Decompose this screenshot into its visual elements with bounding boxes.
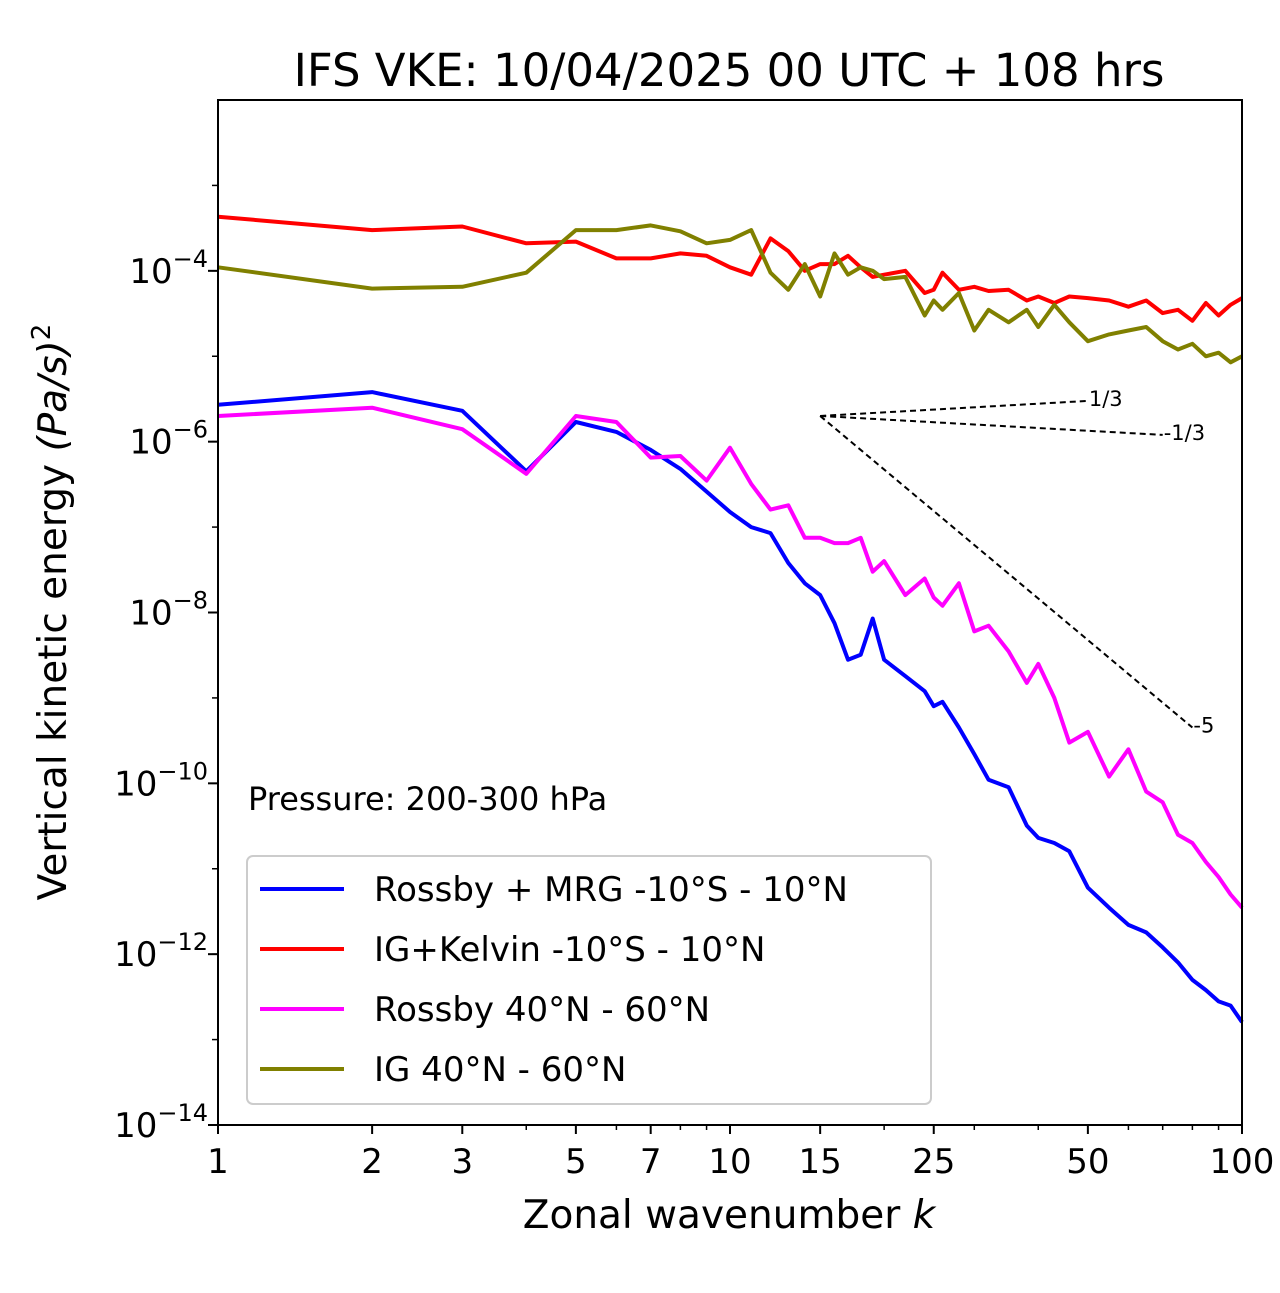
legend: Rossby + MRG -10°S - 10°N IG+Kelvin -10°S… (246, 855, 932, 1105)
x-tick-label: 7 (640, 1142, 662, 1182)
slope-label-1: -1/3 (1164, 421, 1205, 445)
y-axis-label-text: Vertical kinetic energy (31, 464, 76, 900)
series-line-1 (217, 214, 1244, 323)
slope-line-1 (820, 414, 1163, 436)
x-tick-label: 25 (912, 1142, 955, 1182)
y-tick-label: 10−6 (129, 416, 208, 463)
slope-label-2: -5 (1193, 714, 1214, 738)
y-tick-label: 10−10 (114, 757, 208, 804)
reference-slopes: 1/3 -1/3 -5 (819, 387, 1214, 738)
y-tick-label: 10−14 (114, 1099, 208, 1146)
y-axis-label: Vertical kinetic energy (Pa/s)2 (27, 324, 76, 901)
x-tick-label: 100 (1210, 1142, 1275, 1182)
y-axis-label-exp: 2 (27, 324, 57, 341)
legend-label-3: IG 40°N - 60°N (374, 1050, 626, 1090)
x-tick-label: 3 (451, 1142, 473, 1182)
x-tick-label: 5 (565, 1142, 587, 1182)
pressure-annotation: Pressure: 200-300 hPa (248, 780, 607, 818)
x-tick-label: 1 (207, 1142, 229, 1182)
y-axis-ticks: 10−14 10−12 10−10 10−8 10−6 10−4 (114, 184, 218, 1146)
chart-title: IFS VKE: 10/04/2025 00 UTC + 108 hrs (294, 44, 1165, 97)
x-axis-label-var: k (913, 1193, 937, 1238)
x-axis-label-text: Zonal wavenumber (523, 1193, 901, 1238)
y-tick-label: 10−4 (129, 245, 208, 292)
x-tick-label: 15 (799, 1142, 842, 1182)
x-axis-label: Zonal wavenumber k (523, 1193, 937, 1238)
series-layer (217, 214, 1244, 1024)
legend-label-1: IG+Kelvin -10°S - 10°N (374, 930, 765, 970)
legend-label-0: Rossby + MRG -10°S - 10°N (374, 870, 848, 910)
x-tick-label: 2 (361, 1142, 383, 1182)
slope-label-0: 1/3 (1089, 387, 1123, 411)
y-axis-label-units: (Pa/s) (31, 340, 76, 451)
slope-line-2 (819, 415, 1194, 729)
series-line-3 (217, 223, 1243, 365)
y-tick-label: 10−8 (129, 587, 208, 634)
x-tick-label: 50 (1066, 1142, 1109, 1182)
x-axis-ticks: 1 2 3 5 7 10 15 25 50 100 (207, 1125, 1274, 1182)
y-tick-label: 10−12 (114, 928, 208, 975)
legend-entries: Rossby + MRG -10°S - 10°N IG+Kelvin -10°S… (260, 870, 848, 1090)
series-line-2 (217, 405, 1244, 910)
legend-label-2: Rossby 40°N - 60°N (374, 990, 710, 1030)
slope-line-0 (820, 399, 1088, 417)
legend-box (246, 855, 932, 1105)
x-tick-label: 10 (708, 1142, 751, 1182)
series-line-0 (217, 390, 1244, 1024)
